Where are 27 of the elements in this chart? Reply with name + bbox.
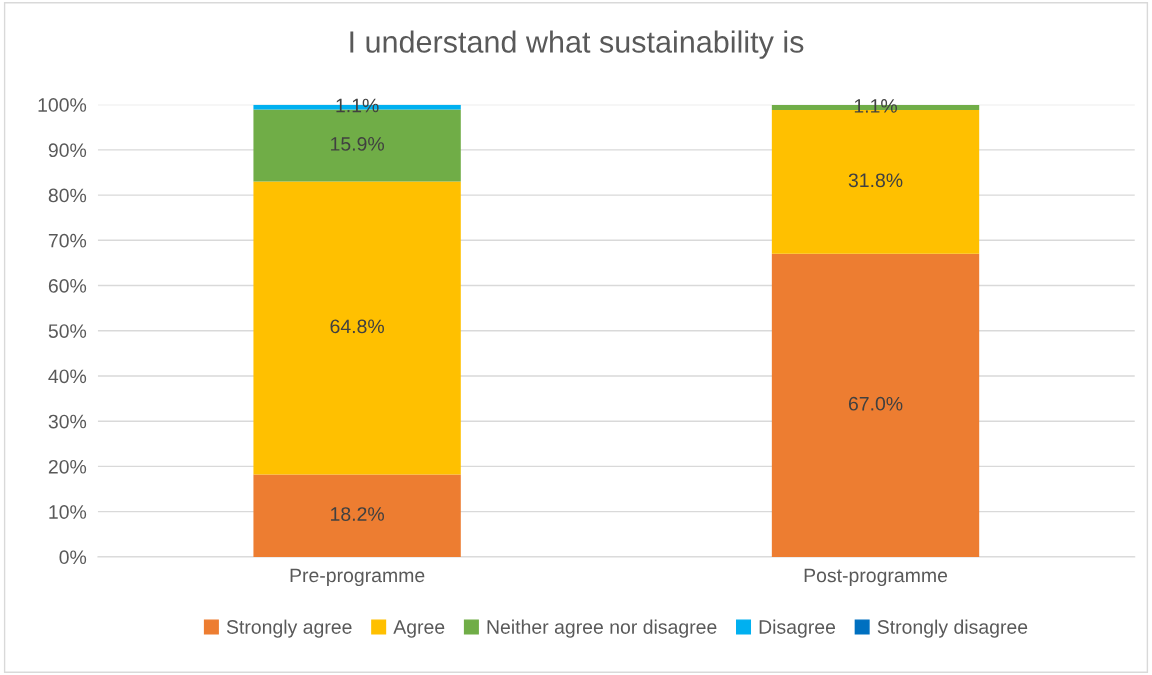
y-tick-label: 20% [48, 459, 87, 474]
y-tick-label: 30% [48, 414, 87, 429]
y-tick-label: 40% [48, 369, 87, 384]
legend-label: Strongly agree [226, 619, 352, 638]
chart-title: I understand what sustainability is [350, 30, 804, 59]
bar [253, 474, 461, 557]
legend-label: Neither agree nor disagree [487, 619, 717, 638]
bar [771, 253, 980, 557]
y-tick-label: 90% [48, 143, 87, 158]
legend-label: Strongly disagree [877, 619, 1028, 638]
legend-label: Agree [393, 620, 445, 638]
y-tick-label: 50% [48, 324, 87, 338]
data-label: 18.2% [331, 507, 384, 521]
x-tick-label: Post-programme [804, 568, 948, 587]
y-tick-label: 10% [49, 505, 87, 519]
y-tick-label: 0% [59, 550, 87, 565]
y-tick-label: 60% [48, 278, 87, 293]
data-label: 31.8% [848, 173, 903, 188]
y-tick-label: 80% [48, 188, 87, 203]
data-label: 15.9% [331, 137, 384, 151]
data-label: 67.0% [848, 396, 903, 411]
legend-label: Disagree [759, 619, 836, 638]
y-tick-label: 100% [38, 98, 87, 112]
y-tick-label: 70% [48, 233, 87, 248]
data-label: 64.8% [330, 319, 384, 334]
x-tick-label: Pre-programme [290, 568, 425, 587]
bar [253, 181, 461, 475]
